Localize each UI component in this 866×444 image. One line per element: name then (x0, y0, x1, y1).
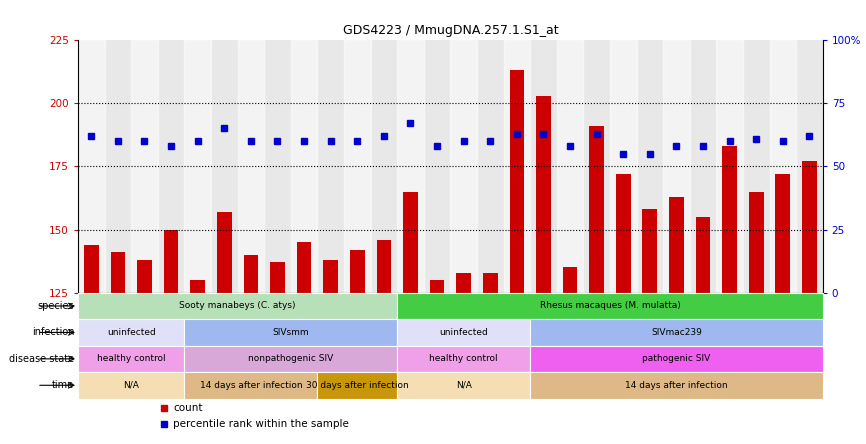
Bar (589, 126, 604, 444)
Text: uninfected: uninfected (439, 328, 488, 337)
Bar (243, 255, 258, 444)
Bar (563, 267, 578, 444)
Bar (137, 260, 152, 444)
Bar (397, 372, 530, 399)
Text: count: count (173, 403, 203, 412)
Text: 30 days after infection: 30 days after infection (306, 381, 409, 390)
Text: SIVmac239: SIVmac239 (651, 328, 701, 337)
Bar (350, 250, 365, 444)
Text: pathogenic SIV: pathogenic SIV (643, 354, 710, 363)
Bar (216, 212, 231, 444)
Text: Rhesus macaques (M. mulatta): Rhesus macaques (M. mulatta) (540, 301, 681, 310)
Bar (184, 372, 317, 399)
Bar (317, 372, 397, 399)
Bar (237, 40, 264, 293)
Text: N/A: N/A (456, 381, 472, 390)
Bar (111, 252, 126, 444)
Bar (616, 174, 630, 444)
Title: GDS4223 / MmugDNA.257.1.S1_at: GDS4223 / MmugDNA.257.1.S1_at (343, 24, 558, 37)
Bar (722, 146, 737, 444)
Bar (184, 40, 211, 293)
Text: healthy control: healthy control (430, 354, 498, 363)
Bar (184, 319, 397, 345)
Bar (610, 40, 637, 293)
Bar (663, 40, 689, 293)
Bar (530, 345, 823, 372)
Text: time: time (52, 381, 74, 390)
Bar (131, 40, 158, 293)
Bar (184, 345, 397, 372)
Bar (716, 40, 743, 293)
Bar (344, 40, 371, 293)
Bar (377, 240, 391, 444)
Bar (557, 40, 584, 293)
Bar (78, 372, 184, 399)
Text: healthy control: healthy control (97, 354, 165, 363)
Bar (397, 345, 530, 372)
Bar (191, 280, 205, 444)
Bar (323, 260, 338, 444)
Bar (669, 197, 684, 444)
Bar (397, 293, 823, 319)
Bar (297, 242, 312, 444)
Bar (530, 319, 823, 345)
Bar (78, 345, 184, 372)
Text: nonpathogenic SIV: nonpathogenic SIV (248, 354, 333, 363)
Bar (270, 262, 285, 444)
Bar (775, 174, 790, 444)
Bar (397, 40, 423, 293)
Bar (530, 372, 823, 399)
Text: species: species (37, 301, 74, 311)
Text: 14 days after infection: 14 days after infection (199, 381, 302, 390)
Bar (84, 245, 99, 444)
Bar (536, 95, 551, 444)
Bar (164, 230, 178, 444)
Bar (509, 70, 524, 444)
Bar (483, 273, 498, 444)
Bar (749, 192, 764, 444)
Text: Sooty manabeys (C. atys): Sooty manabeys (C. atys) (179, 301, 296, 310)
Bar (456, 273, 471, 444)
Bar (403, 192, 417, 444)
Bar (78, 319, 184, 345)
Bar (78, 293, 397, 319)
Bar (643, 210, 657, 444)
Text: 14 days after infection: 14 days after infection (625, 381, 727, 390)
Bar (770, 40, 796, 293)
Bar (78, 40, 105, 293)
Text: N/A: N/A (123, 381, 139, 390)
Text: disease state: disease state (9, 354, 74, 364)
Bar (450, 40, 477, 293)
Bar (802, 161, 817, 444)
Bar (397, 319, 530, 345)
Bar (695, 217, 710, 444)
Bar (291, 40, 317, 293)
Text: SIVsmm: SIVsmm (273, 328, 309, 337)
Text: uninfected: uninfected (107, 328, 156, 337)
Text: infection: infection (32, 327, 74, 337)
Bar (430, 280, 444, 444)
Bar (503, 40, 530, 293)
Text: percentile rank within the sample: percentile rank within the sample (173, 419, 349, 428)
